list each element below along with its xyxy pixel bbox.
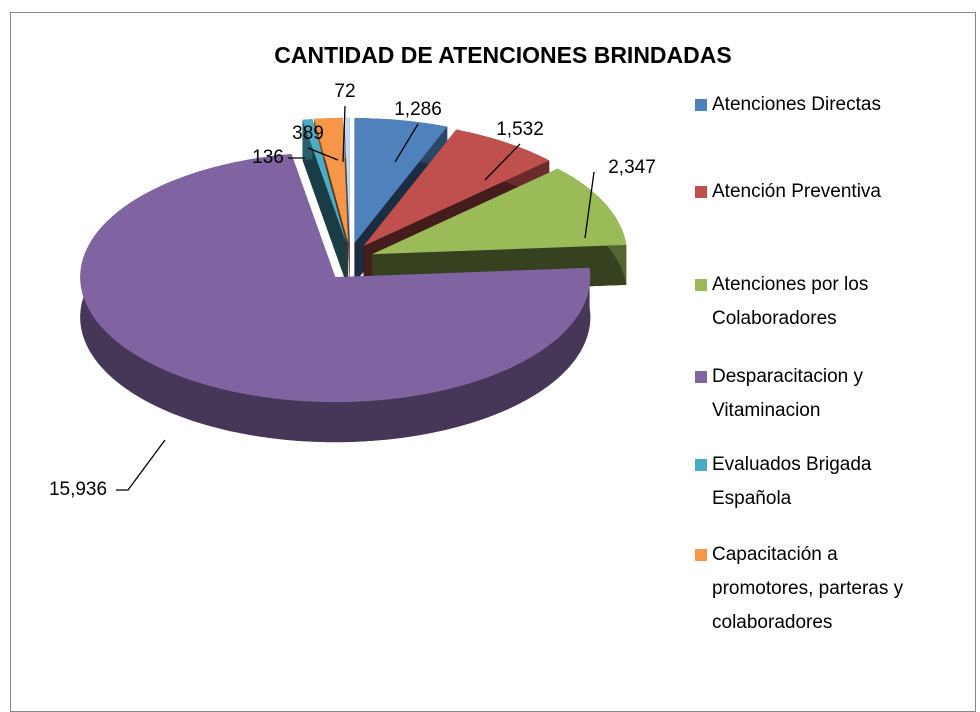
data-label: 136: [252, 147, 284, 168]
leader-line: [394, 123, 419, 163]
leader-line: [307, 147, 339, 161]
data-label: 1,532: [496, 119, 544, 140]
data-label: 2,347: [608, 157, 656, 178]
legend-swatch: [695, 459, 707, 471]
legend-label: Atenciones por los Colaboradores: [712, 274, 869, 329]
slice-wall: [344, 117, 350, 283]
chart-title: CANTIDAD DE ATENCIONES BRINDADAS: [274, 42, 731, 68]
pie-slice: [314, 117, 349, 243]
data-label: 389: [292, 123, 324, 144]
leader-line: [116, 439, 166, 491]
legend-label: Evaluados Brigada Española: [712, 454, 872, 509]
chart: CANTIDAD DE ATENCIONES BRINDADAS 1,286 1,…: [49, 42, 732, 500]
legend-swatch: [695, 279, 707, 291]
legend-label: Capacitación a promotores, parteras y co…: [712, 544, 904, 633]
leader-line: [584, 171, 595, 239]
legend-label: Desparacitacion y Vitaminacion: [712, 366, 864, 421]
leader-line: [484, 143, 521, 181]
legend-swatch: [695, 371, 707, 383]
data-label: 1,286: [394, 99, 442, 120]
data-label: 15,936: [49, 479, 107, 500]
pie-slice: [80, 154, 591, 403]
legend-label: Atención Preventiva: [712, 181, 881, 202]
legend-swatch: [695, 186, 707, 198]
legend-label: Atenciones Directas: [712, 94, 881, 115]
pie-slice: [363, 129, 550, 247]
leader-line: [342, 105, 346, 163]
legend-swatch: [695, 99, 707, 111]
data-label: 72: [334, 81, 355, 102]
legend-swatch: [695, 549, 707, 561]
pie-slice: [371, 168, 627, 255]
pie-slice: [354, 118, 448, 244]
pie-slice: [344, 117, 350, 243]
